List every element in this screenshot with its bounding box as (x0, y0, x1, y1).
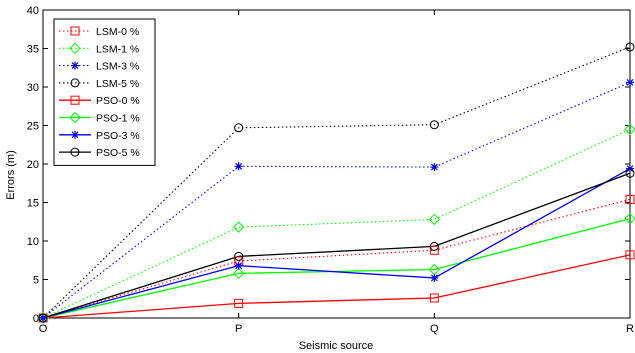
data-point (429, 241, 439, 251)
legend-box (53, 18, 156, 166)
y-tick-label: 20 (27, 159, 39, 171)
legend-label: LSM-5 % (96, 78, 139, 90)
data-point (429, 245, 439, 255)
data-point (626, 164, 634, 173)
data-point (234, 162, 243, 171)
legend-label: PSO-1 % (96, 113, 140, 125)
legend-marker (69, 111, 81, 124)
x-axis-title: Seismic source (299, 340, 374, 352)
data-point (232, 221, 245, 233)
legend-item: LSM-1 % (59, 42, 139, 55)
data-point (429, 293, 439, 303)
legend-label: PSO-5 % (96, 147, 140, 159)
data-point (234, 123, 244, 133)
y-tick-label: 5 (33, 275, 39, 287)
data-point (234, 298, 244, 308)
chart-legend: LSM-0 % LSM-1 % LSM-3 % LSM-5 % PSO-0 % PSO-1… (53, 18, 156, 166)
data-point (625, 168, 635, 178)
series-line-pso-0 (42, 254, 631, 319)
legend-label: LSM-1 % (96, 43, 139, 55)
data-point (234, 261, 243, 270)
legend-label: LSM-3 % (96, 61, 139, 73)
legend-item: PSO-5 % (59, 147, 140, 159)
legend-marker (71, 130, 79, 139)
series-line-pso-5 (42, 172, 631, 319)
legend-item: LSM-3 % (59, 61, 139, 73)
data-point (625, 194, 635, 204)
series-line-pso-1 (42, 218, 631, 319)
series-line-lsm-3 (42, 81, 631, 319)
y-tick-label: 35 (27, 44, 39, 56)
x-tick-label: Q (430, 323, 439, 335)
data-point (430, 273, 439, 282)
legend-item: LSM-5 % (59, 78, 139, 90)
legend-label: PSO-0 % (96, 95, 140, 107)
legend-marker (70, 78, 80, 88)
y-tick-label: 30 (27, 82, 39, 94)
x-tick-label: O (39, 323, 48, 335)
legend-item: PSO-0 % (59, 95, 140, 107)
series-line-lsm-0 (42, 198, 631, 319)
data-point (38, 313, 48, 323)
y-tick-label: 15 (27, 198, 39, 210)
legend-item: PSO-3 % (59, 130, 140, 142)
data-point (625, 250, 635, 260)
legend-label: PSO-3 % (96, 130, 140, 142)
data-point (430, 163, 439, 172)
data-point (232, 267, 245, 280)
legend-marker (69, 42, 81, 55)
data-point (626, 78, 634, 87)
series-line-lsm-5 (42, 46, 631, 319)
legend-marker (70, 95, 80, 105)
legend-item: LSM-0 % (59, 26, 139, 38)
data-point (624, 212, 635, 225)
series-line-pso-3 (42, 168, 631, 319)
legend-item: PSO-1 % (59, 111, 140, 125)
legend-marker (71, 61, 79, 70)
data-point (429, 120, 439, 130)
data-point (624, 123, 635, 136)
data-point (428, 213, 441, 226)
y-tick-label: 25 (27, 121, 39, 133)
y-tick-label: 10 (27, 236, 39, 248)
legend-marker (70, 147, 80, 157)
x-tick-label: P (235, 323, 242, 335)
series-markers (37, 42, 635, 324)
y-axis-ticks: 0 5 10 15 20 25 30 35 40 (27, 5, 630, 325)
data-point (234, 251, 244, 261)
legend-marker (70, 26, 80, 36)
y-tick-label: 0 (33, 313, 39, 325)
data-point (625, 42, 635, 52)
y-tick-label: 40 (27, 5, 39, 17)
legend-label: LSM-0 % (96, 26, 139, 38)
x-tick-label: R (626, 323, 634, 335)
y-axis-title: Errors (m) (5, 150, 17, 200)
series-lines (42, 46, 631, 319)
data-point (39, 314, 47, 322)
